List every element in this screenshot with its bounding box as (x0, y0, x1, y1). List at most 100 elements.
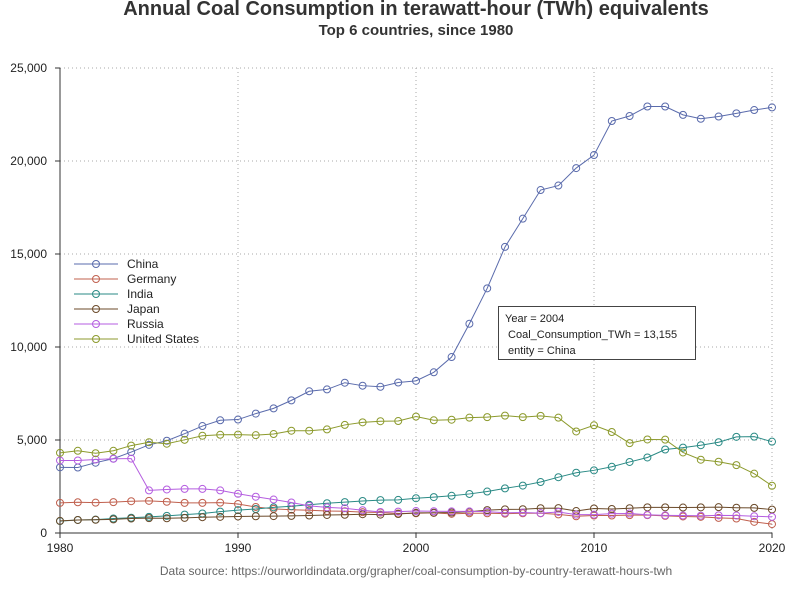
data-point (518, 481, 527, 490)
data-point (145, 486, 153, 495)
data-point (661, 435, 670, 444)
data-point (73, 515, 82, 524)
legend-item: India (74, 287, 153, 301)
data-point (287, 511, 296, 520)
data-point (465, 319, 474, 328)
data-point (91, 455, 100, 464)
data-point (269, 512, 278, 521)
grid-layer (60, 67, 773, 533)
data-point (376, 510, 385, 519)
data-point (536, 186, 545, 195)
data-point (305, 501, 314, 510)
data-point (696, 441, 705, 450)
legend-swatch-marker (92, 260, 100, 268)
data-point (696, 455, 705, 464)
series-russia (56, 454, 776, 521)
data-point (536, 411, 545, 420)
data-point (768, 437, 776, 446)
series-line (59, 506, 773, 522)
data-point (732, 461, 741, 470)
legend-swatch-marker (92, 320, 100, 328)
data-point (768, 481, 776, 490)
data-point (56, 498, 64, 507)
data-point (91, 515, 100, 524)
data-point (625, 504, 634, 513)
data-point (251, 502, 260, 511)
data-point (56, 448, 64, 457)
data-point (483, 507, 492, 516)
data-point (358, 506, 367, 515)
data-point (127, 454, 136, 463)
data-point (412, 507, 420, 516)
data-point (625, 439, 634, 448)
data-point (590, 504, 598, 513)
data-point (696, 511, 705, 520)
data-point (412, 376, 420, 385)
data-point (554, 413, 563, 422)
data-point (714, 503, 723, 512)
data-point (287, 426, 296, 435)
data-point (162, 514, 171, 523)
data-point (590, 421, 598, 430)
data-point (394, 507, 403, 516)
data-point (269, 503, 278, 512)
data-point (750, 106, 759, 115)
data-point (465, 507, 474, 516)
data-point (91, 498, 100, 507)
data-point (732, 511, 741, 520)
data-point (572, 510, 581, 519)
data-point (269, 430, 278, 439)
data-point (145, 438, 153, 447)
data-point (251, 492, 260, 501)
data-point (340, 504, 349, 513)
data-point (127, 497, 136, 506)
data-point (714, 513, 723, 522)
series-line (59, 415, 773, 487)
data-point (216, 486, 225, 495)
x-tick-label: 1990 (225, 541, 252, 555)
series-line (59, 436, 773, 522)
y-tick-label: 25,000 (10, 61, 47, 75)
data-point (127, 441, 136, 450)
legend-label: India (127, 287, 153, 301)
data-point (501, 508, 509, 517)
data-point (180, 513, 189, 522)
data-point (109, 446, 118, 455)
legend-label: China (127, 257, 159, 271)
data-point (679, 110, 687, 119)
data-point (447, 353, 456, 362)
data-point (572, 427, 581, 436)
data-point (554, 507, 563, 516)
data-point (429, 416, 438, 425)
data-point (679, 503, 687, 512)
data-point (607, 428, 616, 437)
data-point (554, 473, 563, 482)
chart-title: Annual Coal Consumption in terawatt-hour… (123, 0, 709, 20)
data-point (198, 484, 207, 493)
legend-label: Japan (127, 302, 160, 316)
data-point (590, 510, 598, 519)
data-point (590, 466, 598, 475)
data-point (679, 448, 687, 457)
data-point (536, 504, 545, 513)
data-point (732, 432, 741, 441)
data-point (394, 378, 403, 387)
data-point (109, 454, 118, 463)
data-point (447, 507, 456, 516)
tooltip-line: entity = China (505, 345, 576, 357)
data-point (234, 489, 242, 498)
chart-subtitle: Top 6 countries, since 1980 (318, 22, 514, 39)
data-point (412, 412, 420, 421)
data-point (750, 503, 759, 512)
data-point (305, 511, 314, 520)
data-point (73, 456, 82, 465)
data-point (732, 503, 741, 512)
data-point (162, 436, 171, 445)
data-point (661, 511, 670, 520)
data-point (714, 457, 723, 466)
data-point (162, 511, 171, 520)
data-point (145, 496, 153, 505)
data-point (661, 503, 670, 512)
series-line (60, 458, 773, 518)
data-point (145, 514, 153, 523)
